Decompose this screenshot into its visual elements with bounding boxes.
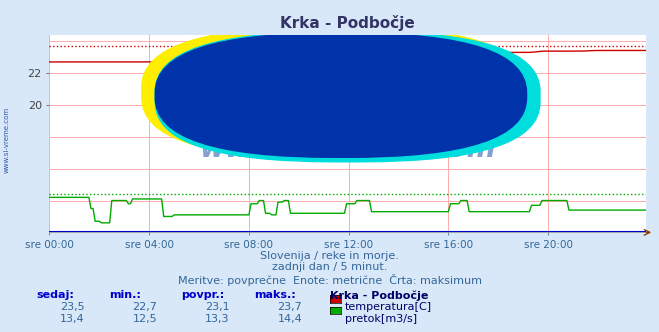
Text: maks.:: maks.:: [254, 290, 295, 300]
Text: povpr.:: povpr.:: [181, 290, 225, 300]
Text: zadnji dan / 5 minut.: zadnji dan / 5 minut.: [272, 262, 387, 272]
Text: www.si-vreme.com: www.si-vreme.com: [3, 106, 10, 173]
Text: 13,4: 13,4: [60, 314, 85, 324]
Text: www.si-vreme.com: www.si-vreme.com: [200, 135, 496, 163]
FancyBboxPatch shape: [142, 27, 527, 157]
Text: min.:: min.:: [109, 290, 140, 300]
Text: 23,7: 23,7: [277, 302, 302, 312]
Text: pretok[m3/s]: pretok[m3/s]: [345, 314, 416, 324]
Text: 13,3: 13,3: [205, 314, 230, 324]
Text: 22,7: 22,7: [132, 302, 158, 312]
Text: 12,5: 12,5: [132, 314, 158, 324]
Title: Krka - Podbočje: Krka - Podbočje: [280, 15, 415, 31]
Text: 23,1: 23,1: [205, 302, 230, 312]
Text: temperatura[C]: temperatura[C]: [345, 302, 432, 312]
FancyBboxPatch shape: [156, 32, 540, 162]
Text: sedaj:: sedaj:: [36, 290, 74, 300]
Text: 23,5: 23,5: [60, 302, 85, 312]
FancyBboxPatch shape: [156, 33, 527, 157]
Text: 14,4: 14,4: [277, 314, 302, 324]
Text: Meritve: povprečne  Enote: metrične  Črta: maksimum: Meritve: povprečne Enote: metrične Črta:…: [177, 274, 482, 286]
Text: Slovenija / reke in morje.: Slovenija / reke in morje.: [260, 251, 399, 261]
Text: Krka - Podbočje: Krka - Podbočje: [330, 290, 428, 301]
